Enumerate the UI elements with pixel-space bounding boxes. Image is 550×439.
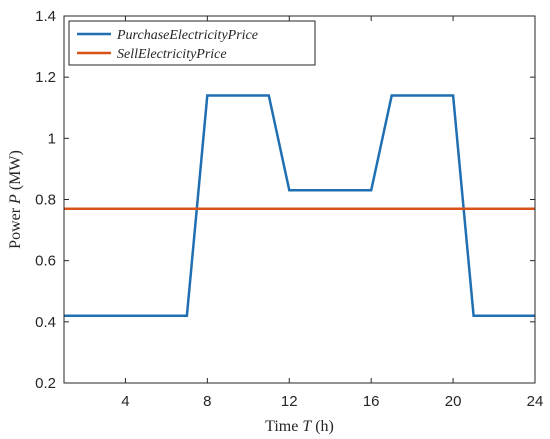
y-axis-label-prefix: Power (7, 204, 24, 249)
x-tick-label: 4 (121, 393, 129, 410)
x-axis-label-unit: (h) (311, 418, 334, 435)
series-lines (64, 94, 535, 317)
x-axis-label-prefix: Time (265, 418, 302, 435)
x-tick-label: 8 (203, 393, 211, 410)
y-axis-label-unit: (MW) (7, 150, 24, 194)
legend-items: PurchaseElectricityPrice SellElectricityP… (77, 28, 258, 62)
x-tick-label: 20 (445, 393, 462, 410)
y-tick-label: 0.6 (35, 253, 56, 270)
legend-box (68, 20, 316, 66)
x-axis-label-var: T (302, 418, 312, 435)
x-tick-label: 16 (363, 393, 380, 410)
y-tick-label: 1 (48, 130, 56, 147)
series-line-purchaseelectricityprice (64, 94, 535, 317)
y-tick-label: 0.8 (35, 192, 56, 209)
y-tick-label: 1.4 (35, 8, 56, 25)
x-tick-labels: 4 8 12 16 20 24 (121, 393, 543, 410)
y-tick-label: 0.2 (35, 375, 56, 392)
x-tick-label: 24 (527, 393, 544, 410)
y-axis-label: Power P (MW) (7, 150, 24, 249)
y-tick-labels: 0.2 0.4 0.6 0.8 1 1.2 1.4 (35, 8, 56, 392)
x-tick-label: 12 (281, 393, 298, 410)
y-tick-label: 1.2 (35, 69, 56, 86)
plot-frame (63, 15, 536, 384)
legend: PurchaseElectricityPrice SellElectricityP… (68, 20, 316, 66)
y-axis-label-var: P (7, 194, 24, 205)
y-tick-label: 0.4 (35, 314, 56, 331)
legend-entry-label: PurchaseElectricityPrice (116, 28, 258, 43)
x-axis-label: Time T (h) (265, 418, 334, 435)
legend-entry-label: SellElectricityPrice (117, 47, 227, 62)
